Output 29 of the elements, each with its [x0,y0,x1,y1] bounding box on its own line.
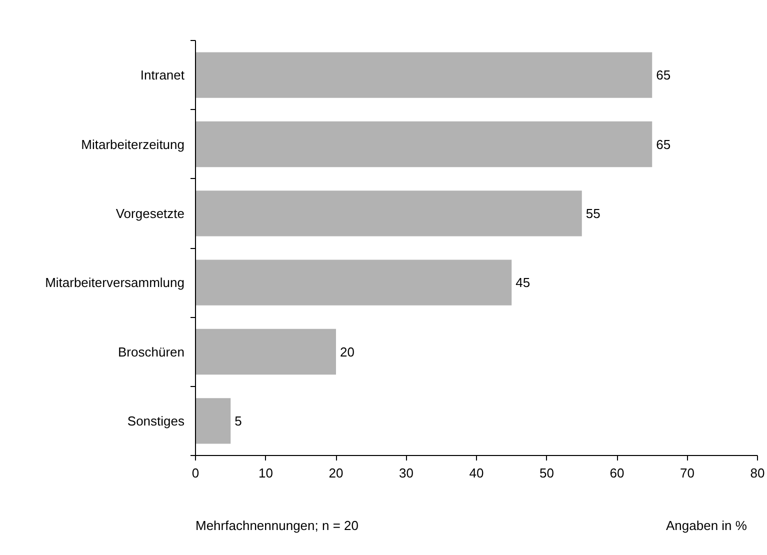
text: Angaben in % [666,518,748,533]
y-tick-label: Sonstiges [127,413,185,428]
x-tick-label: 50 [540,466,554,480]
y-tick-label: Broschüren [118,344,185,360]
data-label: 65 [656,136,671,152]
x-tick-label: 70 [680,466,694,480]
y-tick-label: Intranet [140,68,185,83]
x-tick-label: 40 [469,466,484,480]
data-label: 65 [656,68,671,83]
data-label: 20 [340,344,354,360]
x-tick-label: 60 [610,466,624,480]
x-tick-label: 80 [750,466,765,480]
text: Mehrfachnennungen; n = 20 [196,518,358,533]
x-tick-label: 20 [328,466,344,480]
bar [196,190,582,236]
data-label: 45 [516,275,530,290]
y-tick-label: Mitarbeiterversammlung [45,275,185,290]
y-tick-label: Mitarbeiterzeitung [81,136,184,152]
bar [196,398,231,444]
bar [196,260,512,306]
x-tick-label: 0 [192,466,200,480]
x-tick-label: 30 [399,466,414,480]
x-tick-label: 10 [258,466,273,480]
bar [196,52,652,98]
bar [196,328,336,375]
bar [196,121,652,168]
data-label: 55 [586,206,600,221]
data-label: 5 [234,413,242,428]
y-tick-label: Vorgesetzte [116,206,184,221]
